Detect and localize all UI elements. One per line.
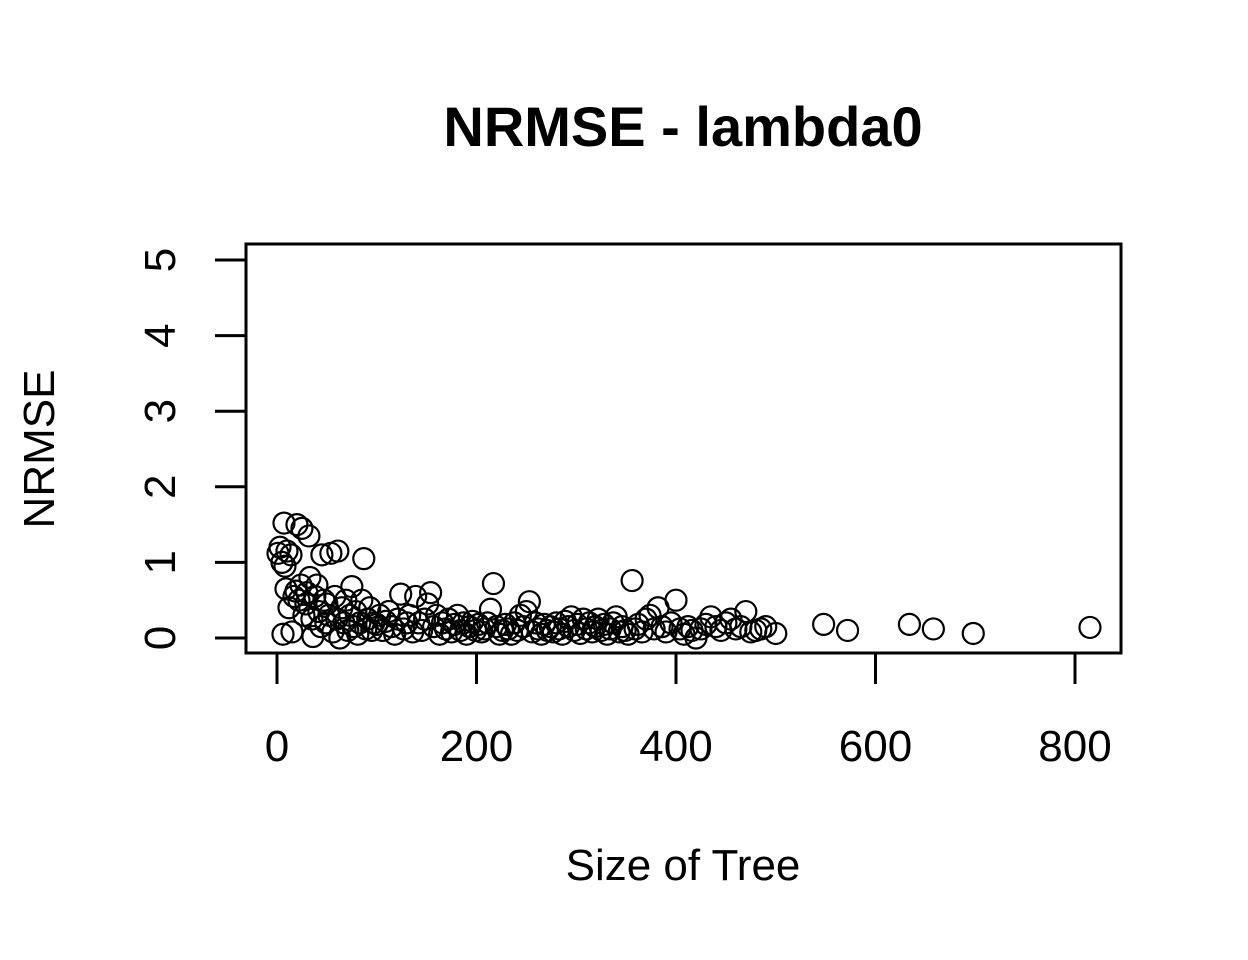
- data-point: [275, 539, 299, 563]
- data-point: [664, 588, 688, 612]
- data-point: [897, 612, 922, 636]
- data-point: [290, 516, 314, 540]
- data-point: [323, 584, 347, 609]
- data-point: [328, 626, 352, 650]
- y-tick-label: 1: [136, 550, 185, 574]
- y-tick-label: 4: [136, 323, 185, 347]
- data-point: [835, 618, 860, 643]
- data-point: [309, 615, 333, 639]
- data-point: [365, 612, 389, 636]
- x-axis-label: Size of Tree: [566, 841, 801, 890]
- y-axis: 0 1 2 3 4 5: [136, 248, 248, 650]
- data-point: [340, 574, 364, 599]
- y-tick-label: 5: [136, 248, 185, 272]
- data-point: [580, 620, 604, 644]
- data-point: [764, 621, 788, 646]
- data-point: [517, 590, 541, 614]
- data-point: [273, 554, 297, 578]
- data-point: [812, 612, 836, 636]
- data-point: [592, 612, 616, 636]
- data-point: [921, 617, 945, 641]
- data-point: [352, 547, 376, 571]
- data-point: [272, 511, 296, 535]
- x-tick-label: 0: [265, 722, 289, 771]
- data-point: [478, 597, 503, 621]
- data-point: [344, 599, 368, 624]
- chart-title: NRMSE - lambda0: [443, 95, 922, 158]
- data-point: [571, 607, 595, 631]
- data-point: [613, 618, 637, 643]
- data-point: [620, 568, 644, 593]
- data-point: [271, 622, 295, 646]
- x-tick-label: 400: [639, 722, 712, 771]
- data-point: [451, 611, 476, 635]
- x-tick-label: 600: [839, 722, 912, 771]
- data-point: [553, 609, 577, 633]
- data-point: [676, 615, 700, 639]
- y-tick-label: 3: [136, 399, 185, 423]
- data-points: [266, 511, 1102, 650]
- data-point: [538, 615, 562, 639]
- data-point: [1078, 615, 1102, 640]
- data-point: [457, 615, 482, 639]
- data-point: [279, 543, 303, 567]
- data-point: [310, 543, 334, 567]
- data-point: [496, 617, 521, 641]
- x-tick-label: 800: [1038, 722, 1111, 771]
- y-tick-label: 0: [136, 626, 185, 650]
- x-axis: 0 200 400 600 800: [265, 651, 1112, 771]
- data-point: [297, 524, 321, 548]
- data-point: [326, 539, 350, 563]
- y-axis-label: NRMSE: [15, 370, 64, 529]
- data-point: [961, 621, 985, 646]
- x-tick-label: 200: [440, 722, 513, 771]
- data-point: [419, 581, 443, 605]
- data-point: [404, 584, 428, 609]
- y-tick-label: 2: [136, 475, 185, 499]
- data-point: [481, 571, 506, 596]
- data-point: [410, 618, 434, 643]
- data-point: [389, 582, 413, 606]
- data-point: [305, 573, 329, 597]
